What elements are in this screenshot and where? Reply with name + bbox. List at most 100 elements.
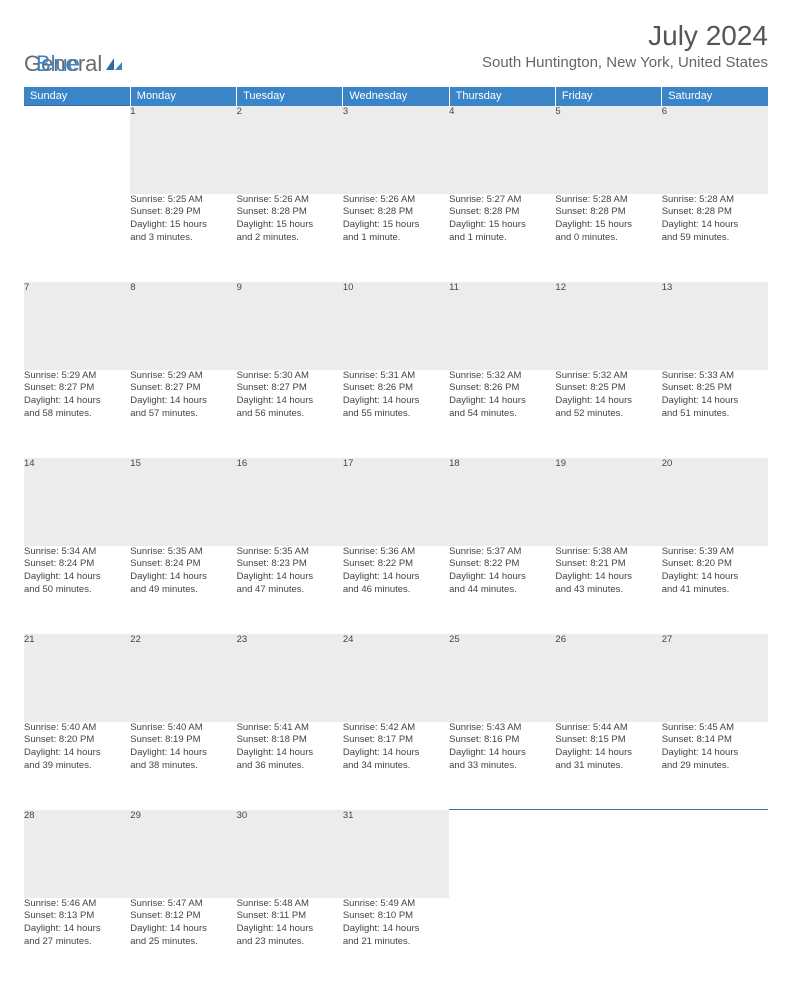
day-content-row: Sunrise: 5:34 AMSunset: 8:24 PMDaylight:… — [24, 546, 768, 634]
weekday-header: Sunday — [24, 87, 130, 106]
day-content-cell: Sunrise: 5:40 AMSunset: 8:20 PMDaylight:… — [24, 722, 130, 810]
day-content-cell: Sunrise: 5:36 AMSunset: 8:22 PMDaylight:… — [343, 546, 449, 634]
sunrise-text: Sunrise: 5:25 AM — [130, 194, 236, 207]
day-number-cell: 17 — [343, 458, 449, 546]
sunrise-text: Sunrise: 5:35 AM — [130, 546, 236, 559]
sunset-text: Sunset: 8:24 PM — [24, 558, 130, 571]
day2-text: and 31 minutes. — [555, 760, 661, 773]
brand-part2: Blue — [36, 51, 80, 77]
day-content-cell: Sunrise: 5:29 AMSunset: 8:27 PMDaylight:… — [24, 370, 130, 458]
day-content-cell: Sunrise: 5:48 AMSunset: 8:11 PMDaylight:… — [237, 898, 343, 986]
day-content-cell: Sunrise: 5:37 AMSunset: 8:22 PMDaylight:… — [449, 546, 555, 634]
day-number-cell: 29 — [130, 810, 236, 898]
day1-text: Daylight: 15 hours — [555, 219, 661, 232]
day2-text: and 2 minutes. — [237, 232, 343, 245]
day1-text: Daylight: 14 hours — [24, 395, 130, 408]
sunrise-text: Sunrise: 5:40 AM — [24, 722, 130, 735]
sunrise-text: Sunrise: 5:44 AM — [555, 722, 661, 735]
sunrise-text: Sunrise: 5:47 AM — [130, 898, 236, 911]
sunset-text: Sunset: 8:27 PM — [130, 382, 236, 395]
day1-text: Daylight: 14 hours — [449, 395, 555, 408]
day-content-cell: Sunrise: 5:32 AMSunset: 8:25 PMDaylight:… — [555, 370, 661, 458]
day-content-cell: Sunrise: 5:34 AMSunset: 8:24 PMDaylight:… — [24, 546, 130, 634]
day-content-cell: Sunrise: 5:35 AMSunset: 8:24 PMDaylight:… — [130, 546, 236, 634]
day-content-cell: Sunrise: 5:33 AMSunset: 8:25 PMDaylight:… — [662, 370, 768, 458]
sunrise-text: Sunrise: 5:30 AM — [237, 370, 343, 383]
day1-text: Daylight: 14 hours — [24, 747, 130, 760]
day2-text: and 57 minutes. — [130, 408, 236, 421]
sunset-text: Sunset: 8:22 PM — [343, 558, 449, 571]
sunset-text: Sunset: 8:28 PM — [237, 206, 343, 219]
sunrise-text: Sunrise: 5:31 AM — [343, 370, 449, 383]
day2-text: and 0 minutes. — [555, 232, 661, 245]
sunset-text: Sunset: 8:25 PM — [662, 382, 768, 395]
sunset-text: Sunset: 8:15 PM — [555, 734, 661, 747]
day-number-cell: 15 — [130, 458, 236, 546]
sunrise-text: Sunrise: 5:37 AM — [449, 546, 555, 559]
day2-text: and 34 minutes. — [343, 760, 449, 773]
day2-text: and 38 minutes. — [130, 760, 236, 773]
day-number-cell: 19 — [555, 458, 661, 546]
day-number-cell: 6 — [662, 106, 768, 194]
sunrise-text: Sunrise: 5:36 AM — [343, 546, 449, 559]
sunset-text: Sunset: 8:26 PM — [343, 382, 449, 395]
sunset-text: Sunset: 8:11 PM — [237, 910, 343, 923]
sunrise-text: Sunrise: 5:39 AM — [662, 546, 768, 559]
day-number-cell: 4 — [449, 106, 555, 194]
day2-text: and 58 minutes. — [24, 408, 130, 421]
sunrise-text: Sunrise: 5:45 AM — [662, 722, 768, 735]
day1-text: Daylight: 14 hours — [555, 395, 661, 408]
day-number-cell: 1 — [130, 106, 236, 194]
day-content-cell: Sunrise: 5:41 AMSunset: 8:18 PMDaylight:… — [237, 722, 343, 810]
day1-text: Daylight: 15 hours — [237, 219, 343, 232]
weekday-header: Friday — [555, 87, 661, 106]
day-content-cell: Sunrise: 5:35 AMSunset: 8:23 PMDaylight:… — [237, 546, 343, 634]
sunset-text: Sunset: 8:24 PM — [130, 558, 236, 571]
weekday-header: Monday — [130, 87, 236, 106]
day1-text: Daylight: 14 hours — [237, 395, 343, 408]
day-number-cell: 8 — [130, 282, 236, 370]
brand-sail-icon — [104, 56, 124, 72]
day1-text: Daylight: 14 hours — [662, 219, 768, 232]
day-content-cell: Sunrise: 5:26 AMSunset: 8:28 PMDaylight:… — [343, 194, 449, 282]
day1-text: Daylight: 14 hours — [130, 571, 236, 584]
day-number-cell: 13 — [662, 282, 768, 370]
day2-text: and 23 minutes. — [237, 936, 343, 949]
day-content-cell: Sunrise: 5:45 AMSunset: 8:14 PMDaylight:… — [662, 722, 768, 810]
sunrise-text: Sunrise: 5:46 AM — [24, 898, 130, 911]
day-number-row: 14151617181920 — [24, 458, 768, 546]
day-content-row: Sunrise: 5:40 AMSunset: 8:20 PMDaylight:… — [24, 722, 768, 810]
day-content-cell: Sunrise: 5:47 AMSunset: 8:12 PMDaylight:… — [130, 898, 236, 986]
day-number-cell: 16 — [237, 458, 343, 546]
day-content-cell: Sunrise: 5:38 AMSunset: 8:21 PMDaylight:… — [555, 546, 661, 634]
day2-text: and 56 minutes. — [237, 408, 343, 421]
sunset-text: Sunset: 8:18 PM — [237, 734, 343, 747]
day-number-cell: 21 — [24, 634, 130, 722]
day1-text: Daylight: 14 hours — [449, 747, 555, 760]
day2-text: and 44 minutes. — [449, 584, 555, 597]
sunset-text: Sunset: 8:28 PM — [449, 206, 555, 219]
sunset-text: Sunset: 8:12 PM — [130, 910, 236, 923]
sunrise-text: Sunrise: 5:40 AM — [130, 722, 236, 735]
day2-text: and 1 minute. — [343, 232, 449, 245]
day2-text: and 3 minutes. — [130, 232, 236, 245]
day1-text: Daylight: 14 hours — [24, 923, 130, 936]
weekday-header: Wednesday — [343, 87, 449, 106]
day2-text: and 54 minutes. — [449, 408, 555, 421]
day1-text: Daylight: 14 hours — [662, 395, 768, 408]
day-content-cell: Sunrise: 5:28 AMSunset: 8:28 PMDaylight:… — [555, 194, 661, 282]
day2-text: and 50 minutes. — [24, 584, 130, 597]
day1-text: Daylight: 14 hours — [24, 571, 130, 584]
day2-text: and 51 minutes. — [662, 408, 768, 421]
sunset-text: Sunset: 8:28 PM — [662, 206, 768, 219]
day-content-cell: Sunrise: 5:31 AMSunset: 8:26 PMDaylight:… — [343, 370, 449, 458]
title-block: July 2024 South Huntington, New York, Un… — [482, 20, 768, 77]
day-content-cell: Sunrise: 5:25 AMSunset: 8:29 PMDaylight:… — [130, 194, 236, 282]
day2-text: and 47 minutes. — [237, 584, 343, 597]
sunset-text: Sunset: 8:21 PM — [555, 558, 661, 571]
sunset-text: Sunset: 8:27 PM — [24, 382, 130, 395]
sunset-text: Sunset: 8:19 PM — [130, 734, 236, 747]
day-number-cell: 30 — [237, 810, 343, 898]
day-content-cell: Sunrise: 5:44 AMSunset: 8:15 PMDaylight:… — [555, 722, 661, 810]
sunrise-text: Sunrise: 5:33 AM — [662, 370, 768, 383]
